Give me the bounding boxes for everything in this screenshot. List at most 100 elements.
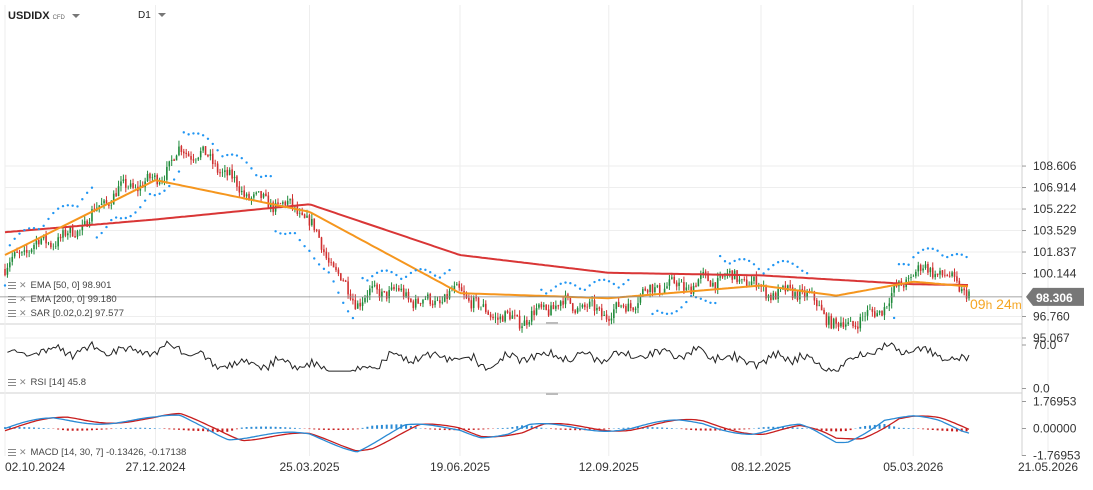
macd-bar bbox=[275, 427, 277, 429]
macd-bar bbox=[265, 427, 267, 429]
settings-icon[interactable] bbox=[8, 282, 16, 289]
macd-bar bbox=[33, 428, 35, 429]
sar-dot bbox=[448, 269, 450, 271]
macd-bar bbox=[758, 428, 760, 429]
macd-bar bbox=[255, 427, 257, 429]
settings-icon[interactable] bbox=[8, 296, 16, 303]
macd-bar bbox=[618, 428, 620, 429]
settings-icon[interactable] bbox=[8, 379, 16, 386]
sar-dot bbox=[212, 143, 214, 145]
macd-bar bbox=[473, 429, 475, 430]
sar-dot bbox=[163, 190, 165, 192]
sar-dot bbox=[386, 269, 388, 271]
macd-bar bbox=[748, 429, 750, 430]
macd-bar bbox=[651, 427, 653, 429]
sar-dot bbox=[144, 199, 146, 201]
macd-bar bbox=[28, 427, 30, 428]
sar-dot bbox=[656, 310, 658, 312]
settings-icon[interactable] bbox=[8, 449, 16, 456]
sar-dot bbox=[13, 238, 15, 240]
sar-dot bbox=[154, 194, 156, 196]
sar-dot bbox=[187, 133, 189, 135]
legend-ema200[interactable]: ✕ EMA [200, 0] 99.180 bbox=[8, 294, 117, 305]
sar-dot bbox=[598, 279, 600, 281]
y-tick-label: 101.837 bbox=[1033, 245, 1077, 259]
close-icon[interactable]: ✕ bbox=[19, 447, 27, 458]
legend-rsi[interactable]: ✕ RSI [14] 45.8 bbox=[8, 377, 86, 388]
settings-icon[interactable] bbox=[8, 310, 16, 317]
macd-bar bbox=[337, 429, 339, 431]
sar-dot bbox=[192, 132, 194, 134]
close-icon[interactable]: ✕ bbox=[19, 294, 27, 305]
sar-dot bbox=[299, 239, 301, 241]
macd-bar bbox=[569, 429, 571, 431]
sar-dot bbox=[439, 276, 441, 278]
macd-bar bbox=[250, 427, 252, 429]
timeframe-selector[interactable]: D1 bbox=[138, 10, 166, 21]
legend-macd[interactable]: ✕ MACD [14, 30, 7] -0.13426, -0.17138 bbox=[8, 447, 186, 458]
macd-bar bbox=[246, 427, 248, 429]
sar-dot bbox=[110, 219, 112, 221]
legend-sar[interactable]: ✕ SAR [0.02,0.2] 97.577 bbox=[8, 308, 124, 319]
macd-bar bbox=[313, 429, 315, 430]
sar-dot bbox=[806, 272, 808, 274]
sar-dot bbox=[724, 260, 726, 262]
sar-dot bbox=[593, 281, 595, 283]
chevron-down-icon[interactable] bbox=[158, 13, 166, 17]
close-icon[interactable]: ✕ bbox=[19, 377, 27, 388]
countdown-m: m bbox=[1012, 298, 1022, 312]
macd-bar bbox=[796, 428, 798, 429]
sar-dot bbox=[912, 256, 914, 258]
macd-bar bbox=[487, 429, 489, 430]
macd-bar bbox=[893, 426, 895, 428]
sar-dot bbox=[617, 286, 619, 288]
macd-bar bbox=[507, 428, 509, 429]
sar-dot bbox=[415, 269, 417, 271]
sar-dot bbox=[250, 167, 252, 169]
macd-bar bbox=[743, 429, 745, 430]
sar-dot bbox=[796, 266, 798, 268]
macd-bar bbox=[347, 429, 349, 430]
chevron-down-icon[interactable] bbox=[72, 14, 80, 18]
macd-bar bbox=[381, 425, 383, 429]
macd-bar bbox=[38, 428, 40, 429]
sar-dot bbox=[52, 212, 54, 214]
sar-dot bbox=[903, 263, 905, 265]
macd-bar bbox=[342, 429, 344, 430]
sar-dot bbox=[588, 284, 590, 286]
sar-dot bbox=[231, 153, 233, 155]
macd-bar bbox=[47, 428, 49, 429]
close-icon[interactable]: ✕ bbox=[19, 280, 27, 291]
macd-bar bbox=[898, 428, 900, 429]
macd-bar bbox=[497, 428, 499, 429]
sar-dot bbox=[347, 310, 349, 312]
macd-bar bbox=[91, 429, 93, 431]
countdown-minutes: 24 bbox=[996, 296, 1012, 312]
last-price-value: 98.306 bbox=[1036, 291, 1073, 305]
macd-bar bbox=[144, 428, 146, 429]
macd-bar bbox=[197, 429, 199, 432]
rsi-y-tick-label: 70.0 bbox=[1033, 338, 1057, 352]
macd-bar bbox=[565, 429, 567, 430]
sar-dot bbox=[714, 302, 716, 304]
macd-bar bbox=[323, 429, 325, 430]
macd-bar bbox=[647, 427, 649, 429]
macd-bar bbox=[864, 426, 866, 429]
sar-dot bbox=[791, 263, 793, 265]
close-icon[interactable]: ✕ bbox=[19, 308, 27, 319]
macd-bar bbox=[231, 429, 233, 431]
y-tick-label: 103.529 bbox=[1033, 224, 1077, 238]
instrument-type: CFD bbox=[53, 15, 65, 21]
macd-bar bbox=[105, 429, 107, 430]
sar-dot bbox=[337, 292, 339, 294]
macd-bar bbox=[57, 429, 59, 430]
legend-ema50[interactable]: ✕ EMA [50, 0] 98.901 bbox=[8, 280, 111, 291]
sar-dot bbox=[787, 260, 789, 262]
ema-200-line bbox=[5, 204, 968, 285]
macd-bar bbox=[946, 429, 948, 432]
sar-dot bbox=[303, 245, 305, 247]
macd-bar bbox=[685, 429, 687, 430]
macd-bar bbox=[289, 428, 291, 429]
macd-bar bbox=[130, 428, 132, 429]
